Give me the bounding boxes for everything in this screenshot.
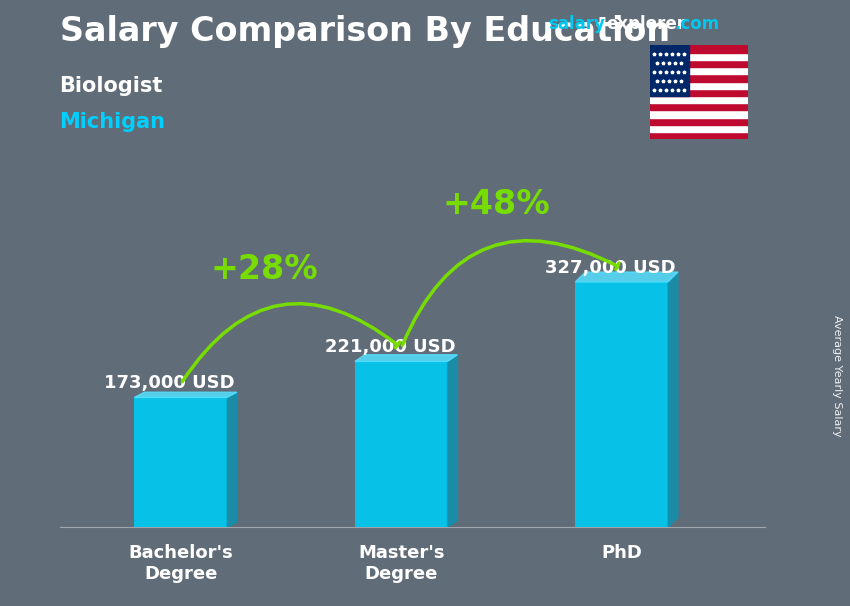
Polygon shape — [134, 392, 237, 398]
FancyBboxPatch shape — [575, 282, 668, 527]
Bar — [650, 45, 689, 96]
Bar — [650, 82, 748, 89]
Text: +28%: +28% — [211, 253, 319, 286]
Bar — [650, 110, 748, 118]
Bar — [650, 45, 748, 53]
Polygon shape — [575, 272, 678, 282]
Bar — [650, 132, 748, 139]
Bar — [650, 60, 748, 67]
Bar — [650, 103, 748, 110]
Polygon shape — [447, 355, 457, 527]
Text: Biologist: Biologist — [60, 76, 163, 96]
Text: Michigan: Michigan — [60, 112, 166, 132]
Bar — [650, 89, 748, 96]
Text: 221,000 USD: 221,000 USD — [325, 338, 456, 356]
Bar — [650, 118, 748, 125]
Polygon shape — [355, 355, 457, 361]
Bar — [650, 53, 748, 60]
Text: explorer: explorer — [606, 15, 685, 33]
Bar — [650, 125, 748, 132]
FancyBboxPatch shape — [355, 361, 447, 527]
Text: +48%: +48% — [442, 188, 550, 221]
Text: 173,000 USD: 173,000 USD — [105, 375, 235, 393]
Text: Salary Comparison By Education: Salary Comparison By Education — [60, 15, 670, 48]
Text: .com: .com — [674, 15, 719, 33]
Polygon shape — [227, 392, 237, 527]
Bar — [650, 96, 748, 103]
Text: 327,000 USD: 327,000 USD — [546, 259, 676, 277]
Text: Average Yearly Salary: Average Yearly Salary — [832, 315, 842, 436]
Bar — [650, 75, 748, 82]
Polygon shape — [668, 272, 678, 527]
Text: salary: salary — [548, 15, 605, 33]
FancyBboxPatch shape — [134, 398, 227, 527]
Bar — [650, 67, 748, 75]
